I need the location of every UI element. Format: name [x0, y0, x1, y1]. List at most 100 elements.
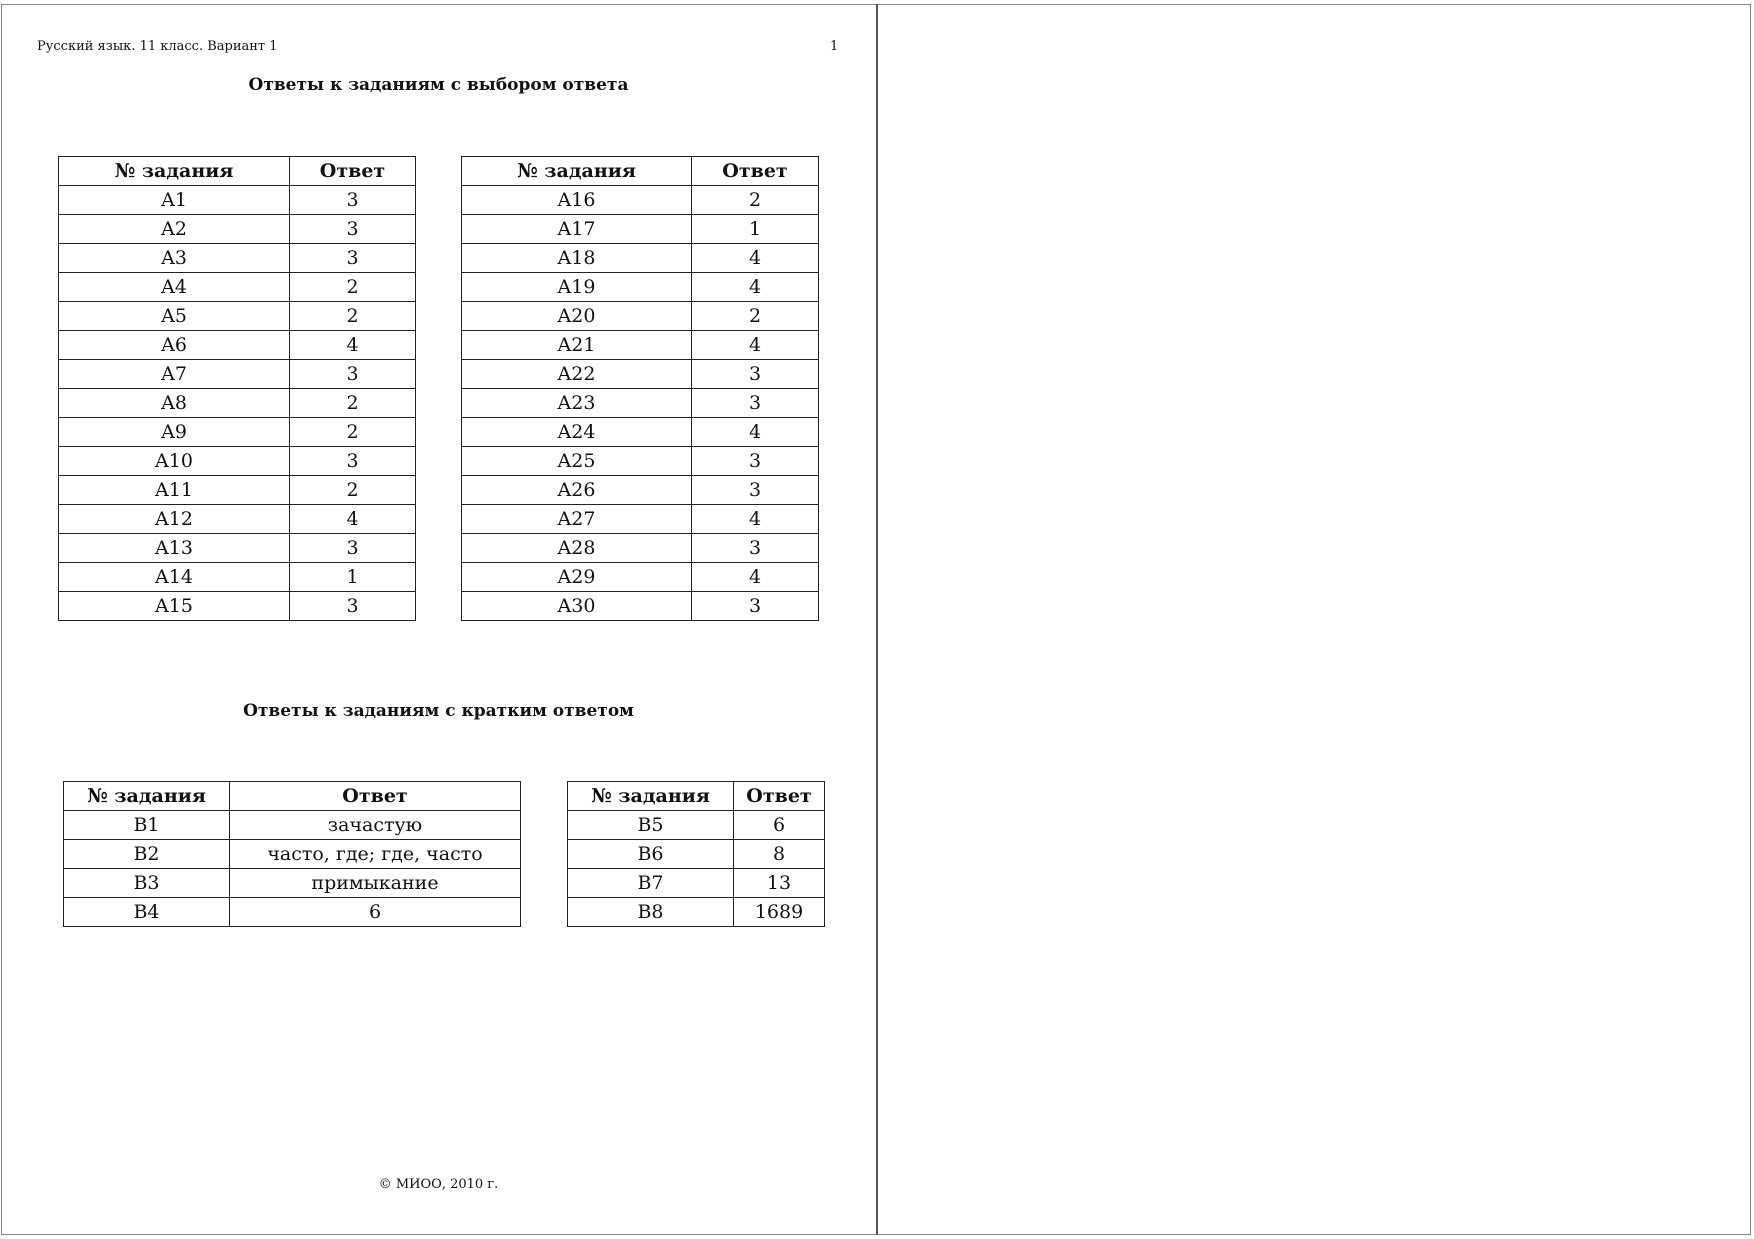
- answers-table-a1-a15: № задания Ответ A1 3 A2 3 A3 3 A4 2 A5 2 A6 4 A7 3 A8 2 A9…: [58, 156, 416, 621]
- answer-cell: 3: [289, 591, 416, 621]
- answer-cell: 3: [289, 446, 416, 476]
- answer-cell: 3: [289, 185, 416, 215]
- table-row: A29 4: [461, 562, 819, 592]
- task-number-cell: A29: [461, 562, 692, 592]
- answer-cell: 2: [289, 272, 416, 302]
- table-row: B3 примыкание: [63, 868, 521, 898]
- column-header-task: № задания: [63, 781, 230, 811]
- table-header-row: № задания Ответ: [58, 156, 416, 186]
- task-number-cell: B3: [63, 868, 230, 898]
- table-row: B8 1689: [567, 897, 825, 927]
- answer-cell: 3: [691, 591, 819, 621]
- answer-cell: 3: [289, 359, 416, 389]
- table-row: B2 часто, где; где, часто: [63, 839, 521, 869]
- task-number-cell: A16: [461, 185, 692, 215]
- table-row: A12 4: [58, 504, 416, 534]
- answer-cell: 2: [289, 475, 416, 505]
- task-number-cell: B6: [567, 839, 734, 869]
- task-number-cell: A28: [461, 533, 692, 563]
- answer-cell: 1: [289, 562, 416, 592]
- answer-cell: 2: [691, 301, 819, 331]
- column-header-task: № задания: [58, 156, 290, 186]
- task-number-cell: A22: [461, 359, 692, 389]
- task-number-cell: A1: [58, 185, 290, 215]
- table-row: A11 2: [58, 475, 416, 505]
- task-number-cell: A12: [58, 504, 290, 534]
- table-row: B6 8: [567, 839, 825, 869]
- table-row: A9 2: [58, 417, 416, 447]
- answer-cell: 6: [733, 810, 825, 840]
- table-row: A13 3: [58, 533, 416, 563]
- table-row: A2 3: [58, 214, 416, 244]
- table-row: A1 3: [58, 185, 416, 215]
- answer-cell: 6: [229, 897, 521, 927]
- task-number-cell: A2: [58, 214, 290, 244]
- task-number-cell: A5: [58, 301, 290, 331]
- task-number-cell: B8: [567, 897, 734, 927]
- task-number-cell: A20: [461, 301, 692, 331]
- table-row: A5 2: [58, 301, 416, 331]
- answers-table-b5-b8: № задания Ответ B5 6 B6 8 B7 13 B8 1689: [567, 781, 825, 927]
- answer-cell: 4: [289, 504, 416, 534]
- table-row: B1 зачастую: [63, 810, 521, 840]
- answer-cell: 3: [289, 214, 416, 244]
- task-number-cell: A21: [461, 330, 692, 360]
- column-header-answer: Ответ: [733, 781, 825, 811]
- answer-cell: 2: [289, 417, 416, 447]
- task-number-cell: A3: [58, 243, 290, 273]
- task-number-cell: A24: [461, 417, 692, 447]
- page-divider: [876, 4, 878, 1235]
- task-number-cell: A15: [58, 591, 290, 621]
- section-title-short: Ответы к заданиям с кратким ответом: [243, 701, 634, 721]
- table-row: A6 4: [58, 330, 416, 360]
- answer-cell: 3: [691, 475, 819, 505]
- table-row: A27 4: [461, 504, 819, 534]
- table-row: A4 2: [58, 272, 416, 302]
- table-row: A17 1: [461, 214, 819, 244]
- table-row: A26 3: [461, 475, 819, 505]
- task-number-cell: A23: [461, 388, 692, 418]
- task-number-cell: A18: [461, 243, 692, 273]
- answer-cell: 2: [289, 388, 416, 418]
- answer-cell: 4: [691, 562, 819, 592]
- answer-cell: 4: [691, 272, 819, 302]
- table-row: B7 13: [567, 868, 825, 898]
- column-header-task: № задания: [567, 781, 734, 811]
- task-number-cell: A9: [58, 417, 290, 447]
- table-row: A28 3: [461, 533, 819, 563]
- column-header-task: № задания: [461, 156, 692, 186]
- answer-cell: 3: [289, 243, 416, 273]
- answer-cell: 1: [691, 214, 819, 244]
- table-row: A8 2: [58, 388, 416, 418]
- table-header-row: № задания Ответ: [461, 156, 819, 186]
- table-row: A15 3: [58, 591, 416, 621]
- answer-cell: 8: [733, 839, 825, 869]
- task-number-cell: A11: [58, 475, 290, 505]
- task-number-cell: B4: [63, 897, 230, 927]
- column-header-answer: Ответ: [691, 156, 819, 186]
- answer-cell: примыкание: [229, 868, 521, 898]
- answer-cell: 4: [691, 243, 819, 273]
- answer-cell: 4: [691, 417, 819, 447]
- column-header-answer: Ответ: [289, 156, 416, 186]
- answer-cell: 3: [691, 388, 819, 418]
- answer-cell: часто, где; где, часто: [229, 839, 521, 869]
- task-number-cell: A8: [58, 388, 290, 418]
- table-row: A14 1: [58, 562, 416, 592]
- table-row: A20 2: [461, 301, 819, 331]
- table-header-row: № задания Ответ: [63, 781, 521, 811]
- table-row: A19 4: [461, 272, 819, 302]
- table-header-row: № задания Ответ: [567, 781, 825, 811]
- task-number-cell: A27: [461, 504, 692, 534]
- task-number-cell: A17: [461, 214, 692, 244]
- answer-cell: 3: [691, 359, 819, 389]
- answer-cell: 13: [733, 868, 825, 898]
- task-number-cell: A7: [58, 359, 290, 389]
- table-row: A7 3: [58, 359, 416, 389]
- table-row: A21 4: [461, 330, 819, 360]
- answer-cell: 2: [289, 301, 416, 331]
- table-row: A25 3: [461, 446, 819, 476]
- answer-cell: 4: [289, 330, 416, 360]
- task-number-cell: A19: [461, 272, 692, 302]
- table-row: A16 2: [461, 185, 819, 215]
